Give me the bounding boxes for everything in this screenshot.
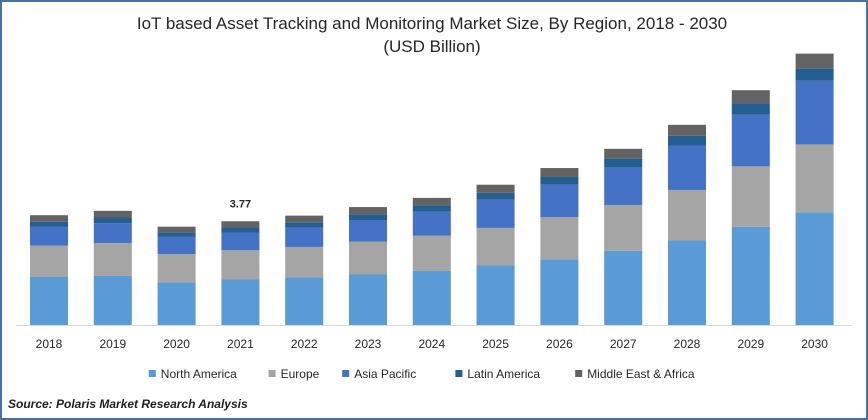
bar-latin-america-2025 [476,192,515,200]
legend-swatch-asia-pacific [342,370,350,377]
bar-middle-east-africa-2025 [476,184,515,193]
bar-middle-east-africa-2024 [412,197,451,206]
x-tick-label-2025: 2025 [482,337,509,351]
bar-middle-east-africa-2019 [93,210,132,218]
bar-latin-america-2021 [221,227,260,233]
bar-middle-east-africa-2030 [795,53,834,69]
bar-asia-pacific-2023 [349,220,387,242]
bar-latin-america-2029 [731,103,770,115]
bar-middle-east-africa-2029 [731,90,770,104]
legend-label-latin-america: Latin America [467,367,540,381]
x-tick-label-2027: 2027 [610,337,637,351]
bar-middle-east-africa-2018 [30,215,68,222]
bar-asia-pacific-2029 [731,114,770,167]
x-tick-label-2018: 2018 [36,337,63,351]
x-tick-label-2026: 2026 [546,337,573,351]
bar-middle-east-africa-2021 [221,221,260,228]
bar-europe-2028 [668,189,706,241]
bar-middle-east-africa-2028 [668,124,706,136]
chart-title: IoT based Asset Tracking and Monitoring … [136,14,728,33]
bar-latin-america-2023 [349,214,387,221]
bar-europe-2018 [30,245,68,277]
bar-asia-pacific-2018 [30,226,68,246]
bar-europe-2021 [221,250,260,280]
bar-latin-america-2027 [604,158,643,168]
bar-north-america-2018 [30,276,68,325]
bar-middle-east-africa-2026 [540,168,579,178]
chart-title-block: IoT based Asset Tracking and Monitoring … [0,12,864,58]
chart-subtitle: (USD Billion) [383,37,481,56]
bar-europe-2025 [476,227,515,266]
x-tick-label-2022: 2022 [291,337,318,351]
bar-asia-pacific-2020 [157,236,196,255]
legend-label-asia-pacific: Asia Pacific [354,367,416,381]
bar-north-america-2026 [540,259,579,325]
bar-north-america-2029 [731,226,770,325]
bar-north-america-2023 [349,274,387,325]
legend-label-europe: Europe [281,367,320,381]
bar-asia-pacific-2027 [604,167,643,205]
bar-north-america-2028 [668,240,706,325]
bar-latin-america-2019 [93,217,132,224]
x-tick-label-2028: 2028 [674,337,701,351]
bar-europe-2023 [349,241,387,275]
bar-europe-2026 [540,217,579,260]
bar-asia-pacific-2024 [412,211,451,236]
bar-europe-2029 [731,166,770,227]
bar-latin-america-2030 [795,68,834,81]
bar-asia-pacific-2022 [285,227,324,247]
legend-swatch-europe [268,370,276,377]
bar-latin-america-2020 [157,232,196,237]
bar-latin-america-2018 [30,221,68,227]
bar-north-america-2019 [93,275,132,325]
bar-europe-2022 [285,246,324,278]
x-tick-label-2024: 2024 [418,337,445,351]
legend-swatch-north-america [148,370,156,377]
bar-north-america-2030 [795,212,834,325]
bar-north-america-2020 [157,282,196,325]
x-tick-label-2023: 2023 [355,337,382,351]
bar-europe-2020 [157,254,196,283]
bar-north-america-2024 [412,270,451,325]
bar-europe-2030 [795,144,834,213]
legend-label-middle-east-africa: Middle East & Africa [587,367,695,381]
bar-europe-2019 [93,242,132,276]
bar-middle-east-africa-2023 [349,207,387,215]
bar-north-america-2027 [604,250,643,325]
bar-latin-america-2026 [540,177,579,185]
x-tick-label-2021: 2021 [227,337,254,351]
legend-swatch-middle-east-africa [575,370,583,377]
bar-asia-pacific-2028 [668,145,706,190]
x-tick-label-2020: 2020 [163,337,190,351]
bar-middle-east-africa-2020 [157,226,196,233]
bar-latin-america-2022 [285,222,324,228]
bar-asia-pacific-2021 [221,232,260,251]
bar-asia-pacific-2030 [795,80,834,145]
bar-north-america-2022 [285,277,324,325]
bar-latin-america-2024 [412,205,451,212]
bar-europe-2024 [412,235,451,271]
bar-latin-america-2028 [668,135,706,146]
bar-asia-pacific-2019 [93,223,132,243]
bar-north-america-2021 [221,279,260,325]
x-tick-label-2019: 2019 [99,337,126,351]
data-label-2021: 3.77 [230,198,251,210]
source-note: Source: Polaris Market Research Analysis [8,397,248,411]
bar-middle-east-africa-2022 [285,215,324,223]
legend-label-north-america: North America [161,367,237,381]
bar-asia-pacific-2026 [540,184,579,218]
x-tick-label-2029: 2029 [737,337,764,351]
bar-north-america-2025 [476,265,515,325]
bar-asia-pacific-2025 [476,199,515,228]
bar-europe-2027 [604,204,643,251]
legend-swatch-latin-america [455,370,463,377]
x-tick-label-2030: 2030 [801,337,828,351]
bar-middle-east-africa-2027 [604,148,643,159]
